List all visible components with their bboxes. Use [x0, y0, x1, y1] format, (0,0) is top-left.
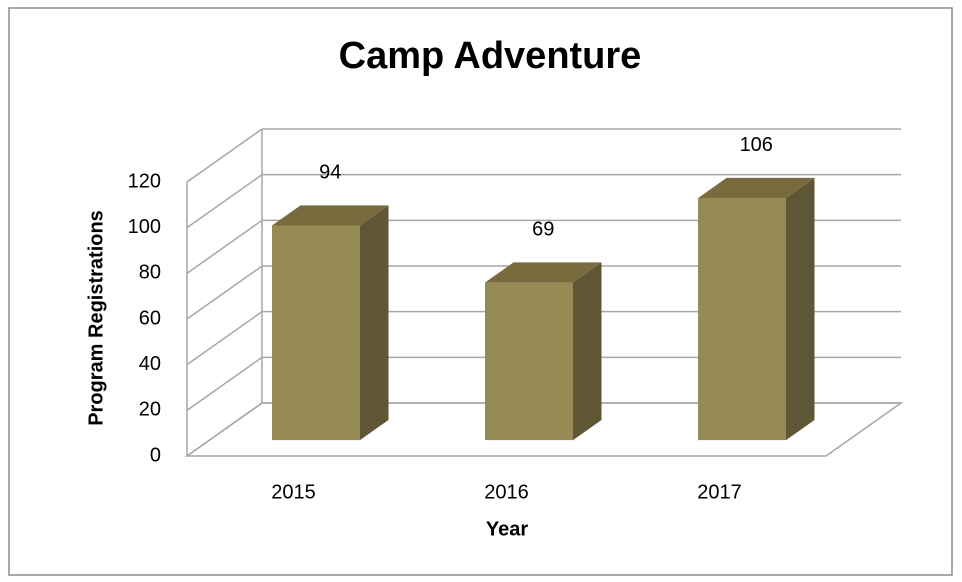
grid-line: [186, 128, 263, 183]
data-label: 94: [319, 162, 341, 184]
grid-line: [186, 311, 263, 366]
y-axis-label: Program Registrations: [85, 210, 107, 426]
bar-top: [272, 205, 389, 226]
x-tick-label: 2015: [271, 481, 316, 503]
grid-line: [186, 402, 263, 457]
grid-line: [186, 265, 263, 320]
y-tick-label: 120: [128, 170, 161, 192]
y-tick-label: 100: [128, 216, 161, 238]
bar-top: [698, 177, 815, 199]
y-tick-label: 20: [139, 399, 161, 421]
bar-side: [786, 177, 815, 441]
x-axis-label: Year: [486, 518, 528, 540]
grid-line: [186, 174, 263, 229]
y-tick-label: 60: [139, 307, 161, 329]
grid-line: [186, 219, 263, 274]
x-tick-label: 2017: [697, 481, 742, 503]
bar: [485, 282, 573, 441]
chart-title: Camp Adventure: [339, 35, 642, 77]
y-tick-label: 80: [139, 262, 161, 284]
bar: [272, 225, 360, 441]
x-tick-label: 2016: [484, 481, 529, 503]
data-label: 69: [532, 219, 554, 241]
bar-side: [360, 205, 389, 441]
data-label: 106: [740, 134, 773, 156]
bar-top: [485, 262, 602, 283]
bar: [698, 198, 786, 441]
y-tick-label: 0: [150, 444, 161, 466]
bar-side: [573, 262, 602, 441]
grid-line: [186, 356, 263, 411]
y-tick-label: 40: [139, 353, 161, 375]
